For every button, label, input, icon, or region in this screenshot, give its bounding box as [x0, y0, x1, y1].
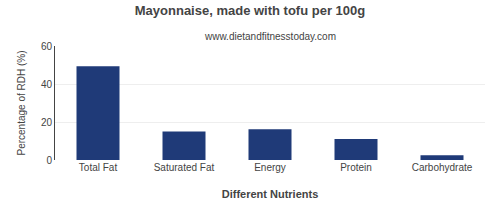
svg-text:Protein: Protein — [340, 162, 372, 173]
svg-text:Mayonnaise, made with tofu per: Mayonnaise, made with tofu per 100g — [135, 3, 365, 18]
svg-text:Different Nutrients: Different Nutrients — [222, 188, 319, 200]
svg-text:www.dietandfitnesstoday.com: www.dietandfitnesstoday.com — [204, 31, 336, 42]
svg-text:20: 20 — [41, 117, 53, 128]
svg-text:Total Fat: Total Fat — [79, 162, 118, 173]
svg-text:Carbohydrate: Carbohydrate — [412, 162, 473, 173]
svg-text:Percentage of RDH (%): Percentage of RDH (%) — [16, 50, 27, 155]
svg-text:0: 0 — [46, 155, 52, 166]
svg-text:Energy: Energy — [254, 162, 286, 173]
svg-text:60: 60 — [41, 41, 53, 52]
svg-text:40: 40 — [41, 79, 53, 90]
svg-text:Saturated Fat: Saturated Fat — [154, 162, 215, 173]
